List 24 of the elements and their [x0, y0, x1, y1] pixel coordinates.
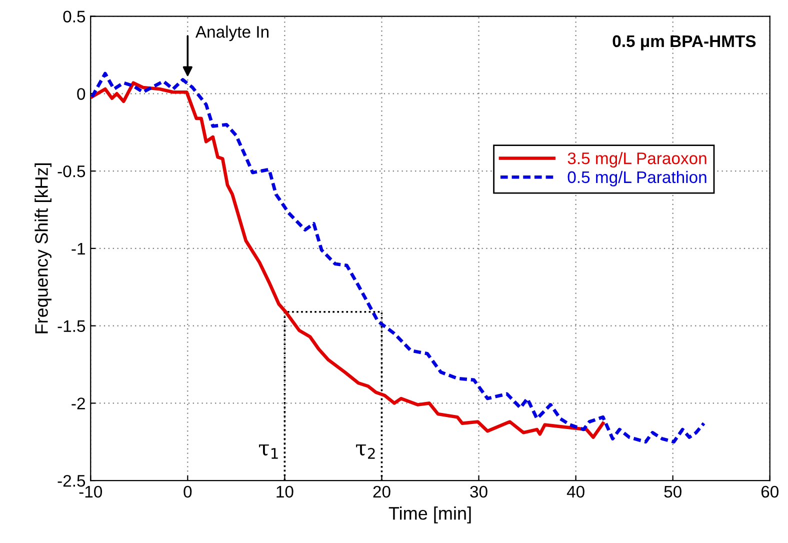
x-axis-title: Time [min] [388, 506, 471, 524]
x-tick-label: 40 [566, 486, 584, 498]
x-tick-label: 60 [761, 486, 778, 498]
x-tick-label: 50 [664, 486, 682, 498]
y-tick-label: -2.5 [58, 474, 86, 487]
annotation: 0.5 μm BPA-HMTS [612, 35, 756, 50]
y-tick-label: -1 [72, 242, 85, 254]
x-tick-label: 30 [470, 486, 488, 498]
x-tick-label: -10 [79, 486, 102, 498]
y-tick-label: 0.5 [63, 10, 86, 22]
legend-label: 0.5 mg/L Parathion [568, 170, 706, 186]
x-tick-label: 20 [373, 486, 390, 498]
annotation: Analyte In [195, 26, 268, 42]
y-tick-label: 0 [77, 88, 86, 100]
x-tick-label: 0 [184, 486, 192, 498]
legend-label: 3.5 mg/L Paraoxon [568, 152, 706, 168]
x-tick-label: 10 [276, 486, 294, 498]
y-axis-title: Frequency Shift [kHz] [34, 163, 52, 334]
annotation: τ$_{2}$ [356, 444, 375, 459]
annotation: τ$_{1}$ [259, 444, 278, 459]
y-tick-label: -1.5 [58, 320, 86, 332]
line-series [90, 72, 706, 444]
y-tick-label: -2 [72, 398, 85, 410]
y-tick-label: -0.5 [58, 165, 86, 178]
